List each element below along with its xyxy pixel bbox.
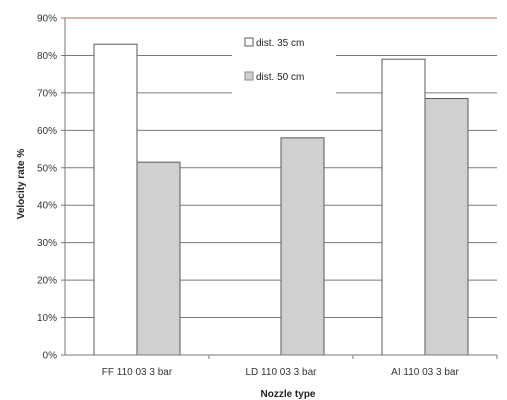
x-axis-title: Nozzle type — [260, 389, 315, 400]
legend: dist. 35 cm dist. 50 cm — [232, 30, 336, 94]
x-tick-label: AI 110 03 3 bar — [391, 367, 459, 378]
legend-swatch — [244, 37, 254, 47]
legend-label: dist. 35 cm — [256, 38, 304, 49]
bar — [93, 43, 138, 356]
legend-label: dist. 50 cm — [256, 72, 304, 83]
y-tick-label: 40% — [37, 201, 57, 212]
bar — [280, 137, 325, 356]
y-tick-label: 0% — [43, 351, 58, 362]
y-tick-label: 20% — [37, 276, 57, 287]
y-tick-label: 50% — [37, 163, 57, 174]
legend-swatch — [244, 71, 254, 81]
bar — [136, 161, 181, 356]
y-tick-label: 70% — [37, 88, 57, 99]
y-tick-label: 90% — [37, 14, 57, 25]
y-tick-label: 30% — [37, 238, 57, 249]
x-tick-label: FF 110 03 3 bar — [102, 367, 173, 378]
axis-layer — [64, 18, 498, 359]
y-axis-title: Velocity rate % — [16, 149, 27, 220]
bar — [381, 58, 426, 356]
y-tick-label: 80% — [37, 51, 57, 62]
x-tick-label: LD 110 03 3 bar — [246, 367, 318, 378]
y-tick-label: 10% — [37, 313, 57, 324]
y-tick-labels: 0% 10% 20% 30% 40% 50% 60% 70% 80% 90% — [37, 14, 57, 362]
y-tick-label: 60% — [37, 126, 57, 137]
x-tick-labels: FF 110 03 3 bar LD 110 03 3 bar AI 110 0… — [102, 367, 460, 378]
bar — [424, 98, 469, 356]
